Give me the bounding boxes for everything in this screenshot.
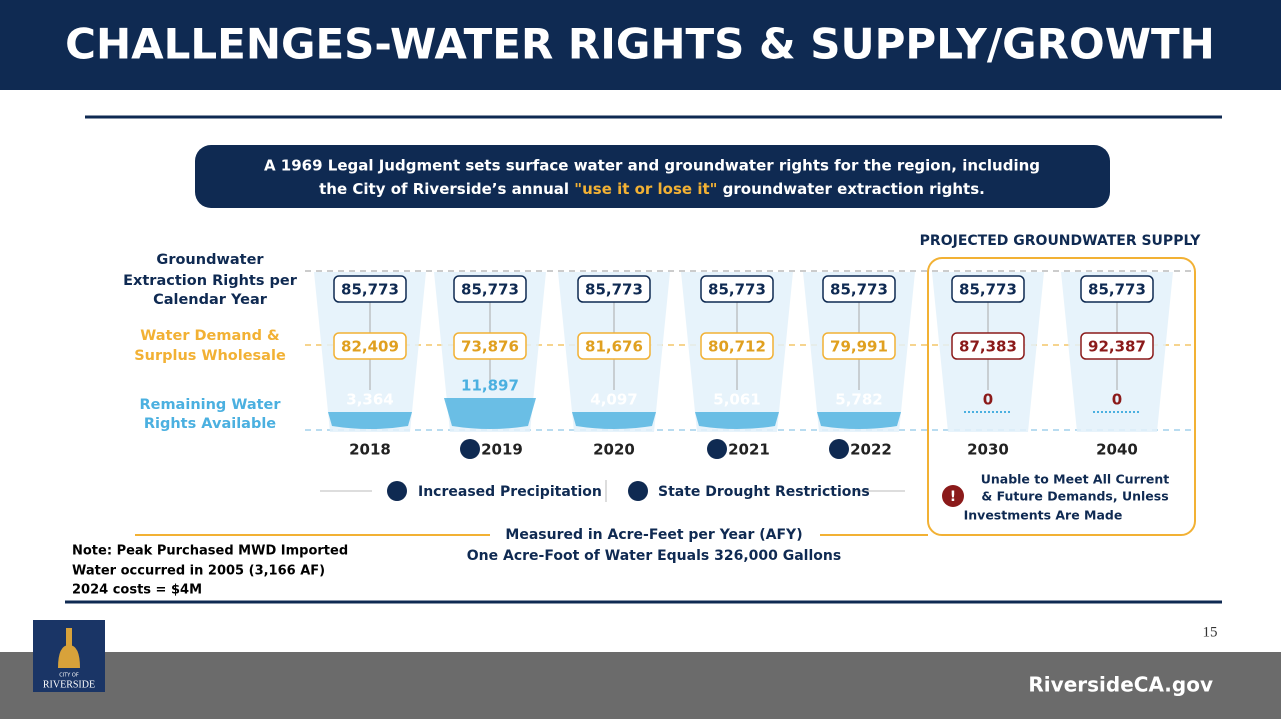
demand-box xyxy=(1080,332,1154,360)
drought-icon xyxy=(707,439,727,459)
year: 2022 xyxy=(850,441,892,459)
logo-cross xyxy=(66,628,72,646)
water xyxy=(817,412,901,429)
demand-box xyxy=(333,332,407,360)
remaining-value: 3,364 xyxy=(346,391,393,409)
remaining-value: 0 xyxy=(1112,391,1122,409)
remaining-value: 4,097 xyxy=(590,391,637,409)
row-label: Water Demand & xyxy=(140,328,280,344)
rights-value: 85,773 xyxy=(341,281,399,299)
row-label: Groundwater xyxy=(156,252,264,268)
demand-value: 92,387 xyxy=(1088,338,1146,356)
units-line: Measured in Acre-Feet per Year (AFY) xyxy=(505,527,802,543)
header-bar xyxy=(0,0,1281,90)
water xyxy=(444,398,536,429)
website: RiversideCA.gov xyxy=(1028,673,1213,697)
logo-bell xyxy=(58,645,80,668)
remaining-value: 5,782 xyxy=(835,391,882,409)
row-label: Rights Available xyxy=(144,416,276,432)
rights-box xyxy=(333,275,407,303)
intro-text: groundwater extraction rights. xyxy=(717,180,984,198)
rights-box xyxy=(577,275,651,303)
row-label: Surplus Wholesale xyxy=(134,348,286,364)
intro-line: the City of Riverside’s annual "use it o… xyxy=(319,180,985,198)
demand-value: 87,383 xyxy=(959,338,1017,356)
year: 2019 xyxy=(481,441,523,459)
rights-value: 85,773 xyxy=(585,281,643,299)
footer-bar xyxy=(0,652,1281,719)
warning-mark: ! xyxy=(950,489,956,505)
rights-value: 85,773 xyxy=(708,281,766,299)
warning-line: Unable to Meet All Current xyxy=(981,472,1170,487)
warning-line: Investments Are Made xyxy=(964,508,1123,523)
intro-line: A 1969 Legal Judgment sets surface water… xyxy=(264,157,1040,175)
demand-box xyxy=(700,332,774,360)
water xyxy=(695,412,779,429)
rights-box xyxy=(700,275,774,303)
note-line: Note: Peak Purchased MWD Imported xyxy=(72,544,348,559)
rights-value: 85,773 xyxy=(830,281,888,299)
legend-label: State Drought Restrictions xyxy=(658,484,870,500)
precip-icon xyxy=(387,481,407,501)
rights-box xyxy=(951,275,1025,303)
demand-value: 73,876 xyxy=(461,338,519,356)
logo-name: RIVERSIDE xyxy=(43,679,95,690)
demand-value: 79,991 xyxy=(830,338,888,356)
water xyxy=(572,412,656,429)
demand-value: 82,409 xyxy=(341,338,399,356)
precip-icon xyxy=(460,439,480,459)
rights-value: 85,773 xyxy=(959,281,1017,299)
remaining-value: 5,061 xyxy=(713,391,760,409)
intro-text: the City of Riverside’s annual xyxy=(319,180,574,198)
water xyxy=(328,412,412,429)
year: 2030 xyxy=(967,441,1009,459)
title: CHALLENGES-WATER RIGHTS & SUPPLY/GROWTH xyxy=(65,20,1215,69)
year: 2021 xyxy=(728,441,770,459)
note-line: Water occurred in 2005 (3,166 AF) xyxy=(72,564,325,579)
note-line: 2024 costs = $4M xyxy=(72,583,202,598)
remaining-value: 0 xyxy=(983,391,993,409)
rights-value: 85,773 xyxy=(461,281,519,299)
demand-box xyxy=(822,332,896,360)
demand-value: 80,712 xyxy=(708,338,766,356)
year: 2018 xyxy=(349,441,391,459)
demand-value: 81,676 xyxy=(585,338,643,356)
row-label: Calendar Year xyxy=(153,292,268,308)
remaining-value: 11,897 xyxy=(461,377,519,395)
rights-box xyxy=(822,275,896,303)
demand-box xyxy=(577,332,651,360)
rights-value: 85,773 xyxy=(1088,281,1146,299)
page-number: 15 xyxy=(1203,624,1218,640)
units-line: One Acre-Foot of Water Equals 326,000 Ga… xyxy=(467,548,841,564)
warning-icon xyxy=(942,485,964,507)
warning-line: & Future Demands, Unless xyxy=(981,489,1168,504)
projected-box xyxy=(927,257,1196,536)
drought-icon xyxy=(628,481,648,501)
intro-highlight: "use it or lose it" xyxy=(574,180,717,198)
legend-label: Increased Precipitation xyxy=(418,484,602,500)
year: 2020 xyxy=(593,441,635,459)
rights-box xyxy=(1080,275,1154,303)
year: 2040 xyxy=(1096,441,1138,459)
demand-box xyxy=(951,332,1025,360)
logo-small: CITY OF xyxy=(59,673,79,679)
rights-box xyxy=(453,275,527,303)
intro-box xyxy=(195,145,1110,208)
row-label: Extraction Rights per xyxy=(123,273,298,289)
projected-label: PROJECTED GROUNDWATER SUPPLY xyxy=(920,233,1202,249)
demand-box xyxy=(453,332,527,360)
drought-icon xyxy=(829,439,849,459)
row-label: Remaining Water xyxy=(139,397,281,413)
